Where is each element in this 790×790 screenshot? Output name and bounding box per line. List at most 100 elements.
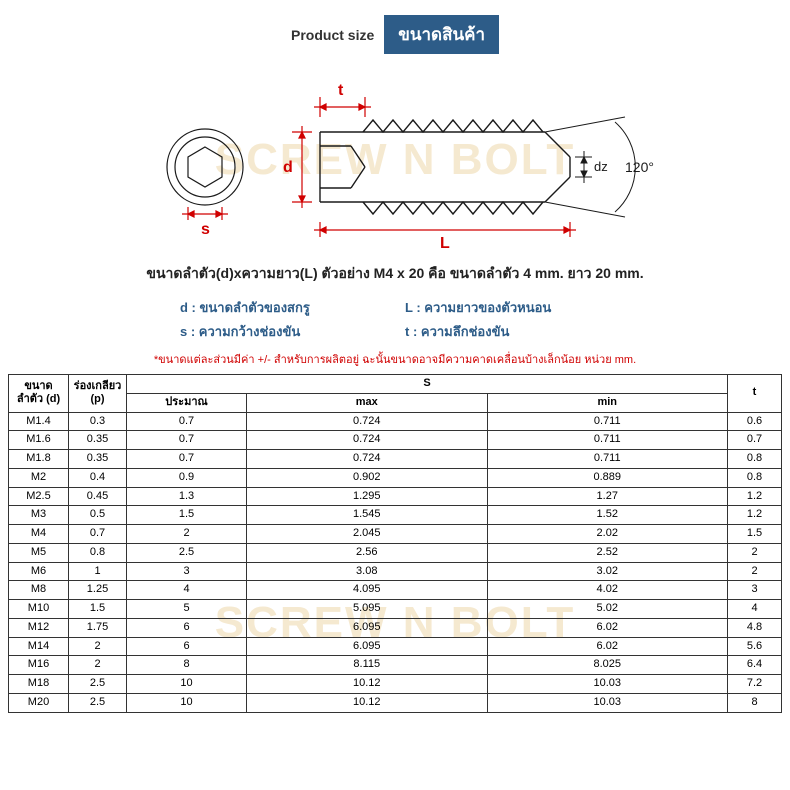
- example-text: ขนาดลำตัว(d)xความยาว(L) ตัวอย่าง M4 x 20…: [0, 257, 790, 291]
- th-min: min: [487, 393, 728, 412]
- legend: d : ขนาดลำตัวของสกรู L : ความยาวของตัวหน…: [180, 297, 610, 342]
- cell-min: 6.02: [487, 637, 728, 656]
- tolerance-note: *ขนาดแต่ละส่วนมีค่า +/- สำหรับการผลิตอยู…: [0, 346, 790, 374]
- th-approx: ประมาณ: [127, 393, 247, 412]
- cell-approx: 0.7: [127, 431, 247, 450]
- cell-max: 4.095: [247, 581, 488, 600]
- cell-t: 2: [728, 543, 782, 562]
- cell-d: M1.8: [9, 450, 69, 469]
- cell-approx: 1.5: [127, 506, 247, 525]
- th-p: ร่องเกลียว (p): [69, 375, 127, 413]
- cell-t: 2: [728, 562, 782, 581]
- product-size-label: Product size: [291, 27, 374, 43]
- cell-t: 1.5: [728, 525, 782, 544]
- cell-max: 6.095: [247, 618, 488, 637]
- table-row: M1.60.350.70.7240.7110.7: [9, 431, 782, 450]
- cell-min: 0.711: [487, 431, 728, 450]
- label-angle: 120°: [625, 159, 654, 175]
- cell-d: M12: [9, 618, 69, 637]
- cell-approx: 5: [127, 600, 247, 619]
- header: Product size ขนาดสินค้า: [0, 0, 790, 62]
- table-row: M6133.083.022: [9, 562, 782, 581]
- table-row: M81.2544.0954.023: [9, 581, 782, 600]
- cell-d: M20: [9, 693, 69, 712]
- cell-t: 8: [728, 693, 782, 712]
- cell-approx: 2: [127, 525, 247, 544]
- table-row: M1.40.30.70.7240.7110.6: [9, 412, 782, 431]
- cell-t: 4.8: [728, 618, 782, 637]
- cell-t: 3: [728, 581, 782, 600]
- cell-d: M16: [9, 656, 69, 675]
- cell-min: 10.03: [487, 675, 728, 694]
- product-size-badge: ขนาดสินค้า: [384, 15, 499, 54]
- legend-L: L : ความยาวของตัวหนอน: [405, 297, 610, 318]
- cell-d: M4: [9, 525, 69, 544]
- th-t: t: [728, 375, 782, 413]
- cell-max: 5.095: [247, 600, 488, 619]
- cell-d: M14: [9, 637, 69, 656]
- screw-diagram: s t: [115, 62, 675, 257]
- table-row: M202.51010.1210.038: [9, 693, 782, 712]
- cell-p: 2: [69, 656, 127, 675]
- spec-table: ขนาด ลำตัว (d) ร่องเกลียว (p) S t ประมาณ…: [8, 374, 782, 713]
- cell-approx: 0.7: [127, 450, 247, 469]
- cell-min: 1.27: [487, 487, 728, 506]
- cell-min: 8.025: [487, 656, 728, 675]
- cell-d: M2: [9, 468, 69, 487]
- cell-approx: 6: [127, 618, 247, 637]
- cell-p: 1.5: [69, 600, 127, 619]
- cell-max: 6.095: [247, 637, 488, 656]
- cell-max: 10.12: [247, 693, 488, 712]
- cell-t: 5.6: [728, 637, 782, 656]
- cell-min: 0.711: [487, 450, 728, 469]
- cell-max: 1.545: [247, 506, 488, 525]
- cell-max: 1.295: [247, 487, 488, 506]
- cell-p: 2: [69, 637, 127, 656]
- cell-min: 10.03: [487, 693, 728, 712]
- cell-d: M18: [9, 675, 69, 694]
- cell-d: M8: [9, 581, 69, 600]
- cell-max: 0.724: [247, 450, 488, 469]
- cell-t: 1.2: [728, 487, 782, 506]
- cell-p: 2.5: [69, 693, 127, 712]
- cell-d: M5: [9, 543, 69, 562]
- cell-min: 0.889: [487, 468, 728, 487]
- table-row: M40.722.0452.021.5: [9, 525, 782, 544]
- spec-table-wrap: SCREW N BOLT ขนาด ลำตัว (d) ร่องเกลียว (…: [0, 374, 790, 713]
- cell-p: 0.45: [69, 487, 127, 506]
- cell-d: M10: [9, 600, 69, 619]
- cell-approx: 6: [127, 637, 247, 656]
- cell-max: 3.08: [247, 562, 488, 581]
- cell-min: 1.52: [487, 506, 728, 525]
- cell-min: 2.02: [487, 525, 728, 544]
- cell-min: 0.711: [487, 412, 728, 431]
- cell-max: 2.56: [247, 543, 488, 562]
- cell-d: M3: [9, 506, 69, 525]
- cell-t: 0.8: [728, 450, 782, 469]
- legend-t: t : ความลึกช่องขัน: [405, 321, 610, 342]
- cell-approx: 1.3: [127, 487, 247, 506]
- table-row: M16288.1158.0256.4: [9, 656, 782, 675]
- cell-max: 0.724: [247, 431, 488, 450]
- label-s: s: [201, 221, 210, 238]
- cell-min: 6.02: [487, 618, 728, 637]
- cell-t: 0.8: [728, 468, 782, 487]
- cell-p: 0.4: [69, 468, 127, 487]
- cell-min: 2.52: [487, 543, 728, 562]
- cell-max: 2.045: [247, 525, 488, 544]
- cell-min: 4.02: [487, 581, 728, 600]
- cell-approx: 8: [127, 656, 247, 675]
- cell-d: M2.5: [9, 487, 69, 506]
- cell-p: 1.25: [69, 581, 127, 600]
- table-row: M20.40.90.9020.8890.8: [9, 468, 782, 487]
- table-row: M1.80.350.70.7240.7110.8: [9, 450, 782, 469]
- cell-t: 1.2: [728, 506, 782, 525]
- cell-d: M1.4: [9, 412, 69, 431]
- cell-max: 10.12: [247, 675, 488, 694]
- cell-t: 0.6: [728, 412, 782, 431]
- table-row: M14266.0956.025.6: [9, 637, 782, 656]
- cell-approx: 10: [127, 675, 247, 694]
- cell-p: 0.5: [69, 506, 127, 525]
- label-L: L: [440, 235, 450, 252]
- label-dz: dz: [594, 159, 608, 174]
